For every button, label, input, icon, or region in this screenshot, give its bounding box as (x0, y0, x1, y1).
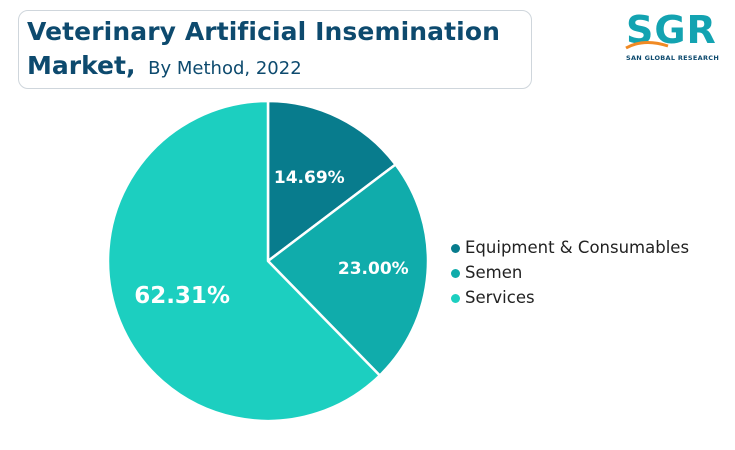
chart-subtitle: By Method, 2022 (148, 58, 302, 79)
pie-slice-equipment-consumables (266, 99, 397, 263)
legend-label: Equipment & Consumables (465, 238, 690, 257)
legend-swatch (451, 269, 460, 278)
logo-swoosh-icon (625, 41, 669, 50)
data-label-equipment-consumables: 14.69% (274, 168, 345, 188)
logo-tagline: SAN GLOBAL RESEARCH (626, 54, 720, 62)
chart-title-line2: Market, By Method, 2022 (27, 51, 302, 80)
logo-letters: SGR (626, 8, 717, 52)
chart-title: Veterinary Artificial Insemination (27, 17, 501, 46)
sgr-logo: SGR SAN GLOBAL RESEARCH (624, 8, 720, 62)
chart-title-market: Market, (27, 51, 136, 80)
pie-slice-semen (266, 163, 430, 377)
pie-slice-services (106, 99, 382, 423)
legend-label: Services (465, 288, 535, 307)
legend-swatch (451, 244, 460, 253)
legend-label: Semen (465, 263, 523, 282)
data-label-services: 62.31% (134, 283, 230, 309)
chart-title-box: Veterinary Artificial Insemination Marke… (18, 10, 532, 89)
data-label-semen: 23.00% (338, 259, 409, 279)
legend-swatch (451, 294, 460, 303)
